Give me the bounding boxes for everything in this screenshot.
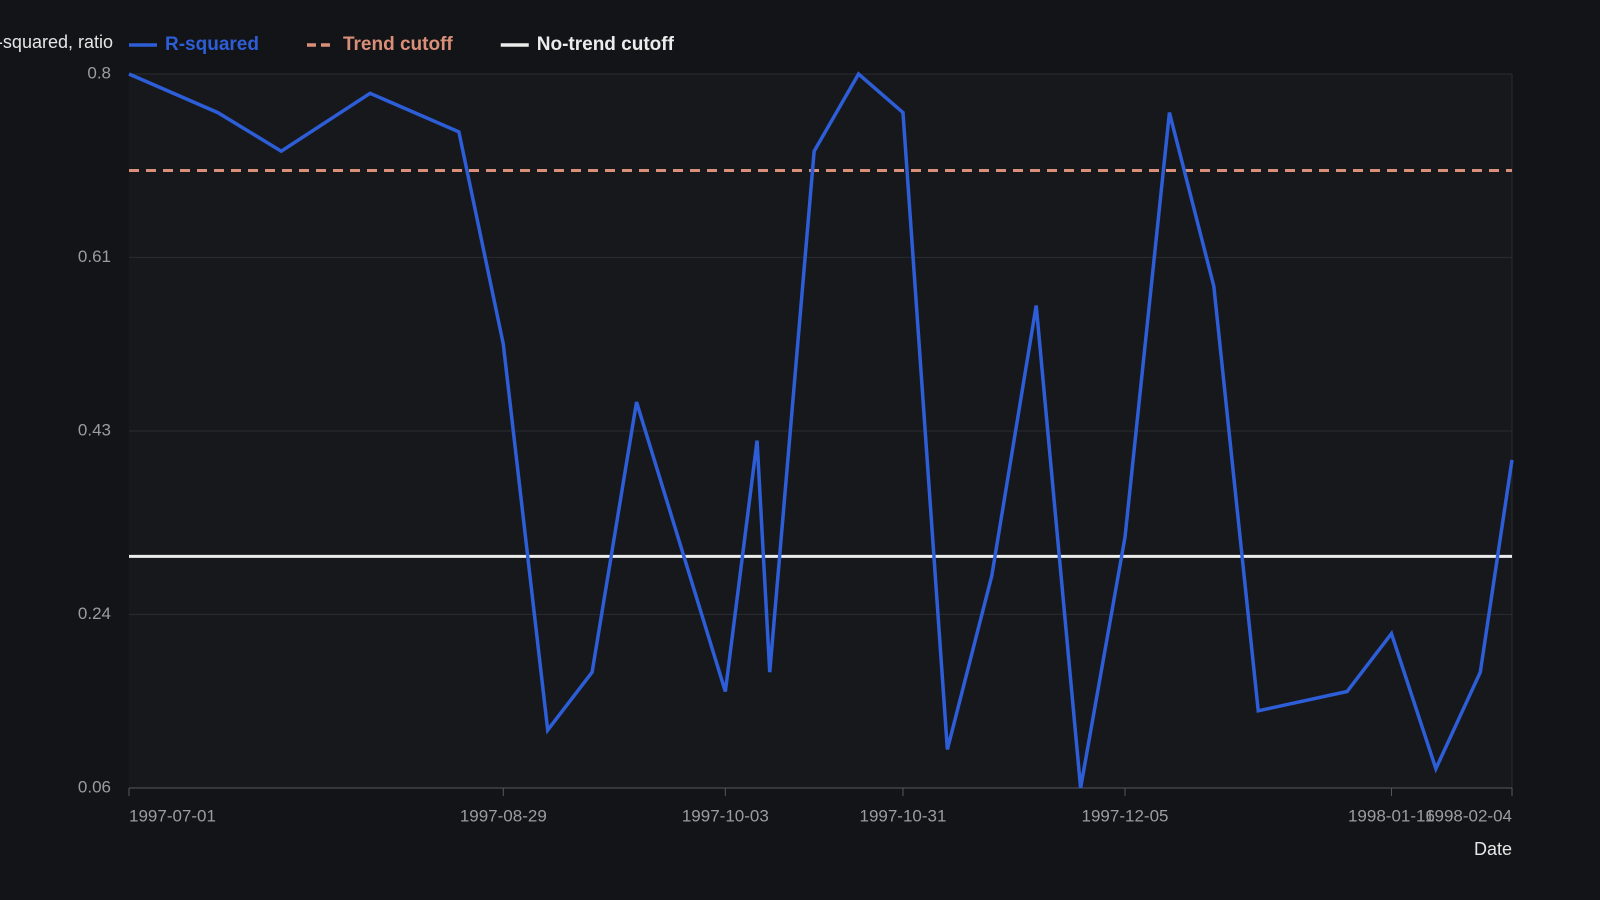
data-line [128, 71, 1514, 789]
y-tick-label: 0.43 [78, 420, 111, 439]
y-tick-label: 0.8 [87, 63, 111, 82]
legend-label: R-squared [165, 34, 259, 55]
x-tick-label: 1998-01-16 [1348, 806, 1435, 825]
y-axis-label: R-squared, ratio [0, 32, 113, 52]
y-tick-label: 0.61 [78, 247, 111, 266]
x-axis-label: Date [1474, 839, 1512, 859]
y-tick-label: 0.06 [78, 777, 111, 796]
x-tick-label: 1997-10-03 [682, 806, 769, 825]
x-tick-label: 1997-07-01 [129, 806, 216, 825]
x-tick-label: 1997-10-31 [859, 806, 946, 825]
legend-label: Trend cutoff [343, 34, 453, 55]
y-tick-label: 0.24 [78, 604, 111, 623]
legend-label: No-trend cutoff [537, 34, 675, 55]
x-tick-label: 1997-12-05 [1082, 806, 1169, 825]
x-tick-label: 1998-02-04 [1425, 806, 1512, 825]
x-tick-label: 1997-08-29 [460, 806, 547, 825]
